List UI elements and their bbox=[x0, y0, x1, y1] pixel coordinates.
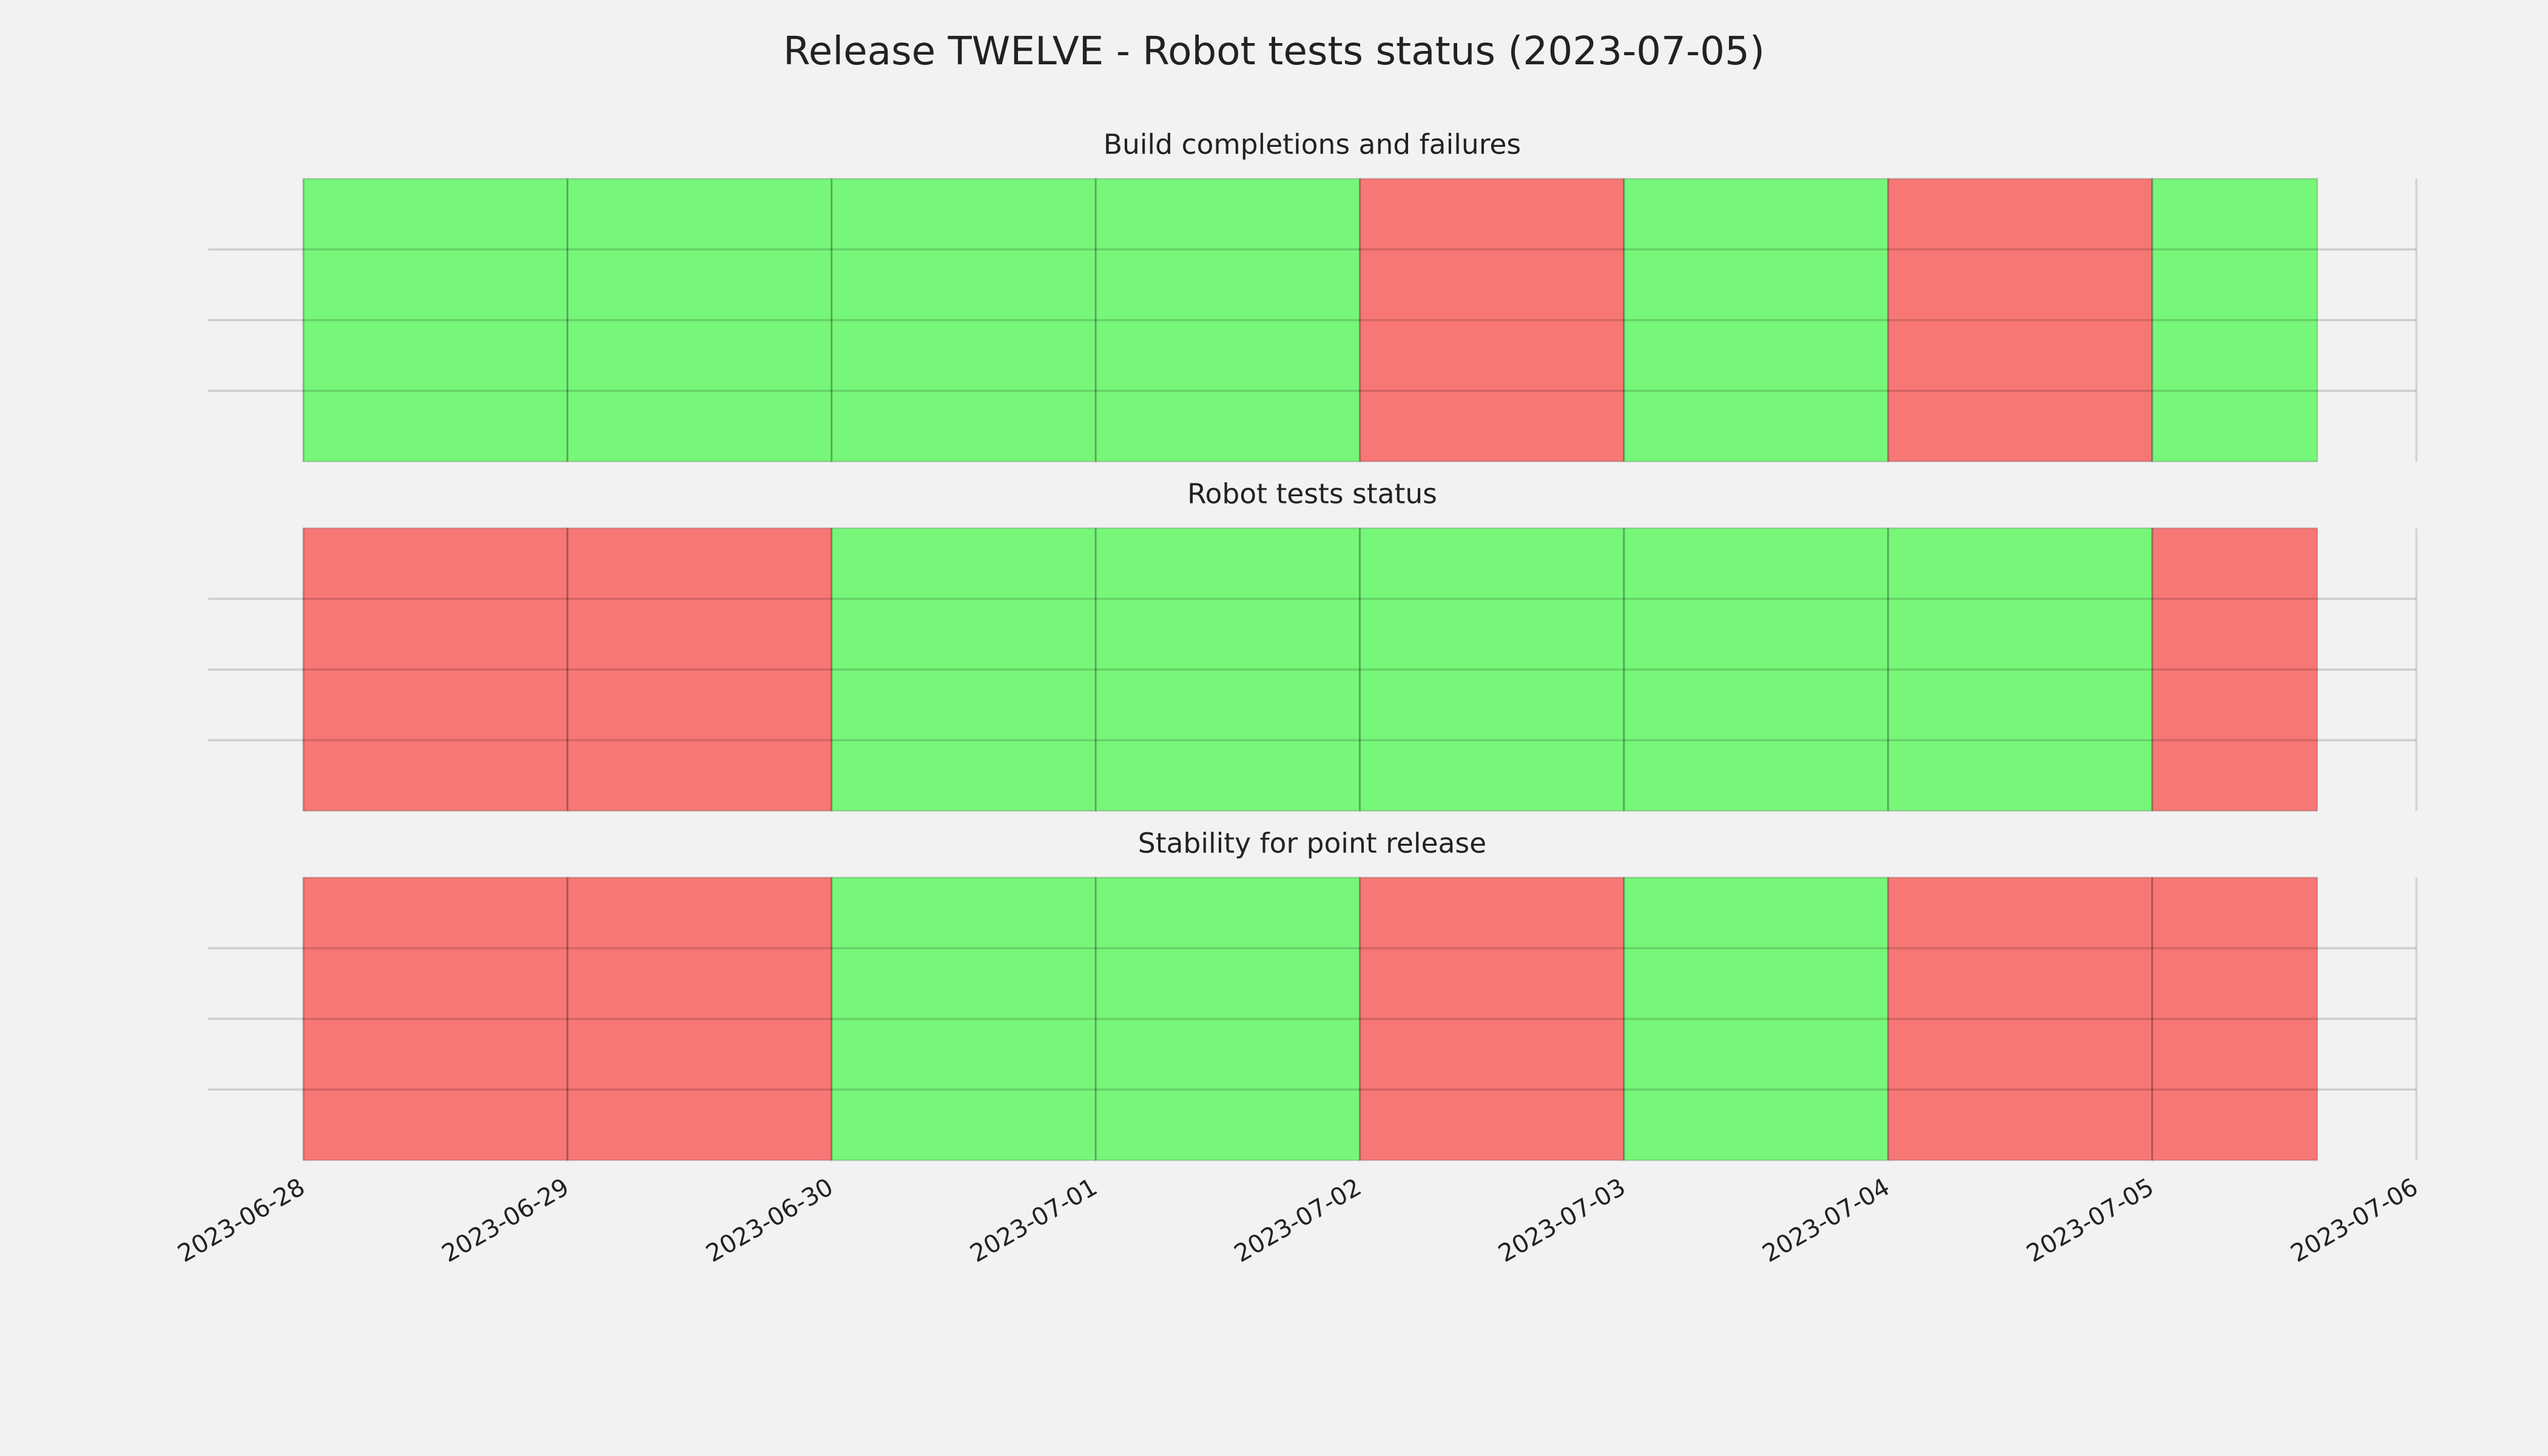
status-span bbox=[831, 877, 1097, 1161]
status-span bbox=[1359, 527, 1625, 812]
status-span bbox=[1094, 877, 1361, 1161]
status-span bbox=[302, 527, 568, 812]
status-span bbox=[831, 527, 1097, 812]
status-span bbox=[1887, 527, 2154, 812]
status-span bbox=[567, 877, 833, 1161]
status-span bbox=[567, 527, 833, 812]
status-span bbox=[831, 178, 1097, 463]
status-span bbox=[302, 178, 568, 463]
subplot-title: Robot tests status bbox=[1187, 477, 1437, 510]
chart-title: Release TWELVE - Robot tests status (202… bbox=[783, 29, 1765, 74]
status-span bbox=[1623, 178, 1889, 463]
status-span bbox=[2151, 527, 2319, 812]
status-span bbox=[1623, 877, 1889, 1161]
status-span bbox=[302, 877, 568, 1161]
subplot-title: Build completions and failures bbox=[1104, 129, 1521, 161]
status-span bbox=[1094, 178, 1361, 463]
status-span bbox=[1887, 178, 2154, 463]
status-span bbox=[1359, 178, 1625, 463]
status-span bbox=[1094, 527, 1361, 812]
subplot-title: Stability for point release bbox=[1138, 827, 1486, 859]
status-span bbox=[1359, 877, 1625, 1161]
status-span bbox=[1887, 877, 2154, 1161]
status-span bbox=[567, 178, 833, 463]
status-span bbox=[1623, 527, 1889, 812]
status-span bbox=[2151, 178, 2319, 463]
status-span bbox=[2151, 877, 2319, 1161]
